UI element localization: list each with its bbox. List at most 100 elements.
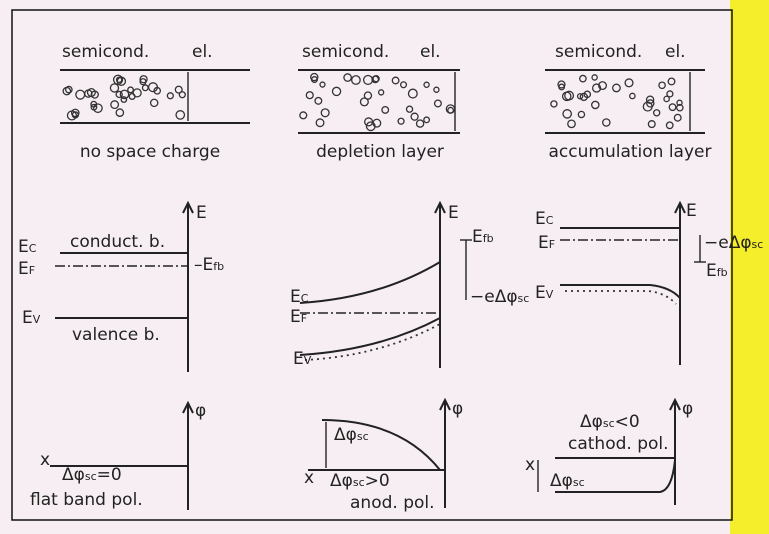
potential-diagram [308, 400, 450, 508]
polarization: cathod. pol. [568, 434, 669, 454]
header: el. [192, 42, 213, 62]
charge-dot [151, 99, 158, 106]
charge-dot [176, 111, 184, 119]
charge-dot [316, 119, 324, 127]
band-label: EV [22, 308, 41, 328]
charge-dot [592, 101, 599, 108]
charge-box [60, 70, 250, 123]
charge-dot [332, 87, 340, 95]
charge-dot [320, 82, 325, 87]
band-diagram [560, 203, 706, 365]
page: {"columns":[ {"header_left":"semicond.",… [0, 0, 769, 534]
charge-dot [603, 119, 610, 126]
charge-dot [63, 87, 70, 94]
charge-dot [613, 84, 621, 92]
charge-dot [300, 112, 307, 119]
charge-dot [407, 106, 413, 112]
polarization: flat band pol. [30, 490, 143, 510]
charge-dot [344, 74, 351, 81]
axis-label: φ [195, 401, 206, 421]
charge-dot [669, 104, 676, 111]
charge-dot [116, 109, 123, 116]
charge-dot [563, 110, 571, 118]
potential-label: Δφsc<0 [580, 412, 640, 432]
header: el. [420, 42, 441, 62]
charge-label: accumulation layer [549, 142, 712, 162]
charge-dot [352, 76, 361, 85]
charge-dot [659, 82, 665, 88]
charge-dot [142, 85, 148, 91]
charge-dot [424, 82, 429, 87]
axis-label: x [304, 468, 314, 488]
potential-label: Δφsc>0 [330, 471, 390, 491]
band-diagram [55, 203, 193, 372]
charge-dot [379, 90, 384, 95]
charge-dot [435, 100, 442, 107]
charge-dot [648, 121, 655, 128]
charge-dot [674, 114, 681, 121]
charge-dot [116, 91, 122, 97]
charge-dot [392, 77, 399, 84]
charge-dot [401, 82, 407, 88]
charge-dot [315, 98, 322, 105]
header: semicond. [302, 42, 389, 62]
charge-dot [398, 118, 404, 124]
charge-dot [110, 84, 118, 92]
charge-dot [128, 87, 134, 93]
charge-dot [568, 120, 575, 127]
axis-label: E [196, 203, 207, 223]
diagram: semicond. el. no space charge E EC EF co… [0, 0, 769, 534]
header: semicond. [555, 42, 642, 62]
yellow-strip [730, 0, 769, 534]
band-label: EC [290, 287, 309, 307]
band-label: EV [293, 349, 312, 369]
charge-dot [578, 111, 584, 117]
charge-dot [630, 93, 635, 98]
charge-dot [306, 92, 313, 99]
axis-label: x [525, 455, 535, 475]
charge-dot [167, 93, 173, 99]
charge-dot [111, 101, 119, 109]
charge-dot [551, 101, 557, 107]
charge-dot [417, 120, 424, 127]
band-label: Efb [706, 261, 728, 281]
band-name: conduct. b. [70, 232, 165, 252]
charge-dot [133, 89, 141, 97]
band-label: –Efb [194, 255, 224, 275]
charge-dot [94, 104, 102, 112]
charge-dot [364, 75, 373, 84]
band-diagram [300, 203, 472, 368]
axis-label: E [448, 203, 459, 223]
charge-dot [411, 113, 418, 120]
band-label: EF [18, 259, 35, 279]
charge-dot [668, 78, 675, 85]
charge-label: depletion layer [316, 142, 444, 162]
charge-dot [667, 91, 673, 97]
charge-dot [448, 107, 454, 113]
charge-dot [580, 75, 586, 81]
band-label: EF [538, 233, 555, 253]
charge-dot [360, 98, 368, 106]
charge-dot [666, 122, 673, 129]
band-label: EF [290, 307, 307, 327]
charge-dot [434, 87, 439, 92]
shift-label: −eΔφsc [470, 287, 529, 307]
band-label: Efb [472, 227, 494, 247]
charge-dot [654, 110, 660, 116]
header: semicond. [62, 42, 149, 62]
band-label: EC [18, 237, 37, 257]
charge-dot [175, 86, 182, 93]
charge-dot [424, 117, 430, 123]
axis-label: φ [452, 399, 463, 419]
charge-dot [408, 89, 417, 98]
header: el. [665, 42, 686, 62]
band-label: EV [535, 283, 554, 303]
charge-dot [76, 90, 85, 99]
axis-label: E [686, 201, 697, 221]
potential-label: Δφsc=0 [62, 465, 122, 485]
charge-dot [321, 109, 329, 117]
band-name: valence b. [72, 325, 160, 345]
axis-label: φ [682, 399, 693, 419]
delta-label: Δφsc [334, 425, 369, 445]
charge-dot [382, 107, 389, 114]
